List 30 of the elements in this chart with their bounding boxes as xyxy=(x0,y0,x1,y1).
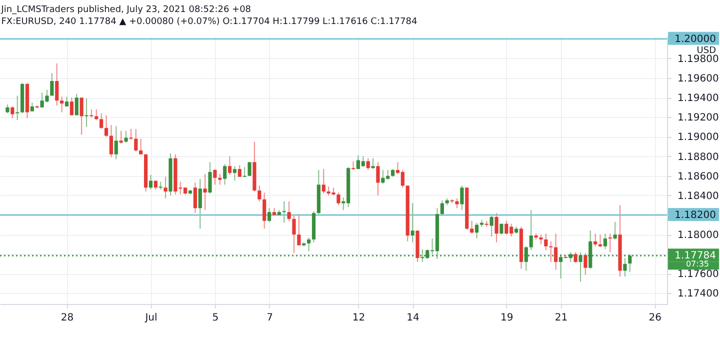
x-tick-label: 7 xyxy=(266,312,273,324)
ref-line-label: 1.18200 xyxy=(674,210,716,221)
x-tick-label: 19 xyxy=(500,312,514,324)
y-tick-label: 1.19200 xyxy=(678,112,719,124)
x-tick-label: 28 xyxy=(60,312,74,324)
y-axis-title: USD xyxy=(696,46,716,56)
text: 07:35 xyxy=(686,260,709,269)
x-tick-label: Jul xyxy=(144,312,158,324)
y-tick-label: 1.18600 xyxy=(678,171,719,182)
candlestick xyxy=(158,181,162,190)
y-tick-label: 1.19600 xyxy=(678,74,719,85)
chart-subtitle: FX:EURUSD, 240 1.17784 ▲ +0.00080 (+0.07%) O:1.17704 H:1.17799 L:1.17616 C:1.17784 xyxy=(1,16,418,27)
candlestick xyxy=(351,160,356,170)
y-tick-label: 1.19000 xyxy=(678,132,719,144)
x-tick-label: 26 xyxy=(648,312,662,324)
y-tick-label: 1.17600 xyxy=(678,269,719,280)
ref-line-label: 1.20000 xyxy=(674,34,716,45)
x-tick-label: 5 xyxy=(212,312,219,324)
chart-title: Jin_LCMSTraders published, July 23, 2021 08:52:26 +08 xyxy=(0,4,252,15)
y-tick-label: 1.19400 xyxy=(678,93,719,104)
y-tick-label: 1.18000 xyxy=(678,230,719,242)
y-tick-label: 1.18800 xyxy=(678,152,719,163)
ref-line-label: 1.17784 xyxy=(674,250,716,262)
x-tick-label: 21 xyxy=(554,312,568,324)
x-tick-label: 14 xyxy=(406,312,420,324)
y-tick-label: 1.18400 xyxy=(678,190,719,202)
y-tick-label: 1.19800 xyxy=(678,54,719,65)
y-tick-label: 1.17400 xyxy=(678,288,719,300)
candlestick xyxy=(248,162,252,176)
x-tick-label: 12 xyxy=(352,312,366,324)
